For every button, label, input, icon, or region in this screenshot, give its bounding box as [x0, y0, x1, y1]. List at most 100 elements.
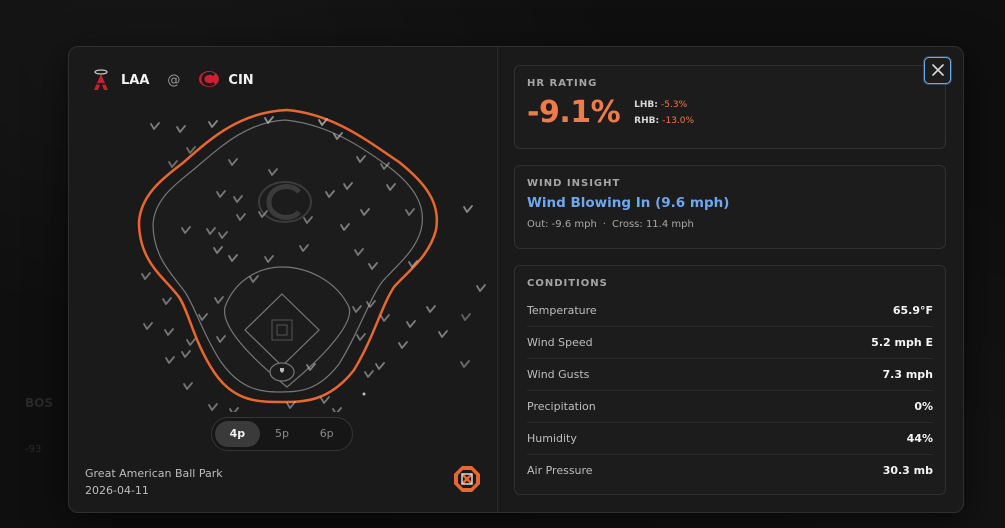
- wind-arrow: [438, 330, 448, 338]
- wind-arrow: [216, 335, 226, 343]
- wind-arrow: [208, 120, 218, 128]
- wind-arrow: [463, 205, 473, 213]
- rhb-label: RHB:: [634, 115, 660, 126]
- wind-arrow: [186, 146, 196, 154]
- game-date: 2026-04-11: [85, 484, 149, 497]
- condition-label: Precipitation: [527, 400, 596, 413]
- wind-arrow: [325, 190, 335, 198]
- wind-arrow: [356, 155, 366, 163]
- wind-arrow: [356, 333, 366, 341]
- brand-logo-icon: [453, 465, 481, 493]
- condition-value: 0%: [914, 400, 933, 413]
- matchup-header: LAA @ CIN: [91, 69, 254, 91]
- close-icon: [931, 61, 944, 80]
- wind-arrows: [141, 116, 486, 415]
- condition-label: Temperature: [527, 304, 597, 317]
- wind-arrow: [299, 244, 309, 252]
- wind-arrow: [360, 208, 370, 216]
- close-button[interactable]: [924, 57, 951, 84]
- condition-value: 65.9°F: [892, 304, 933, 317]
- wind-arrow: [168, 160, 178, 168]
- home-team-abbr: CIN: [228, 72, 254, 88]
- wind-arrow: [236, 213, 246, 221]
- wind-arrow: [408, 260, 418, 268]
- hr-zone-outline: [137, 108, 439, 404]
- wind-arrow: [340, 223, 350, 231]
- wind-arrow: [249, 275, 259, 283]
- time-option-5p[interactable]: 5p: [275, 427, 289, 440]
- lhb-value: -5.3%: [661, 99, 688, 110]
- wind-out: Out: -9.6 mph: [527, 219, 597, 230]
- wind-arrow: [286, 401, 296, 409]
- reds-logo: [198, 69, 220, 91]
- conditions-title: CONDITIONS: [527, 278, 608, 289]
- home-plate: [280, 368, 284, 373]
- wind-arrow: [181, 226, 191, 234]
- wind-arrow: [264, 255, 274, 263]
- wind-arrow: [264, 116, 274, 124]
- wind-arrow: [165, 356, 175, 364]
- venue-name: Great American Ball Park: [85, 467, 223, 480]
- forecast-time-toggle: 4p 5p 6p: [211, 417, 353, 451]
- wind-arrow: [216, 190, 226, 198]
- background-team-fragment: BOS: [25, 396, 53, 410]
- wind-arrow: [368, 262, 378, 270]
- condition-label: Air Pressure: [527, 464, 593, 477]
- conditions-card: CONDITIONS Temperature 65.9°F Wind Speed…: [514, 265, 946, 495]
- wind-arrow: [476, 284, 486, 292]
- wind-arrow: [143, 322, 153, 330]
- condition-value: 44%: [906, 432, 933, 445]
- wind-arrow: [306, 363, 316, 371]
- ballpark-panel: LAA @ CIN: [69, 47, 498, 512]
- reds-watermark: [258, 181, 312, 223]
- wind-arrow: [426, 305, 436, 313]
- angels-logo: [91, 69, 111, 91]
- wind-arrow: [181, 350, 191, 358]
- wind-arrow: [233, 195, 243, 203]
- hr-rating-value: -9.1%: [527, 95, 621, 130]
- wind-arrow: [364, 370, 374, 378]
- away-team-abbr: LAA: [121, 72, 150, 88]
- wind-arrow: [214, 296, 224, 304]
- venue-info: Great American Ball Park 2026-04-11: [85, 465, 223, 499]
- wind-arrow: [375, 362, 385, 370]
- hr-splits: LHB: -5.3% RHB: -13.0%: [634, 97, 694, 129]
- lhb-label: LHB:: [634, 99, 658, 110]
- wind-arrow: [164, 328, 174, 336]
- wind-arrow: [206, 227, 216, 235]
- wind-arrow: [460, 360, 470, 368]
- wind-arrow: [213, 246, 223, 254]
- wind-arrow: [343, 182, 353, 190]
- weather-modal: LAA @ CIN: [68, 46, 964, 513]
- wind-arrow: [229, 407, 239, 415]
- condition-row-wind-gusts: Wind Gusts 7.3 mph: [527, 359, 933, 391]
- outfield-wall: [152, 119, 423, 393]
- wind-headline: Wind Blowing In (9.6 mph): [527, 195, 730, 211]
- condition-row-humidity: Humidity 44%: [527, 423, 933, 455]
- wind-arrow: [352, 305, 362, 313]
- wind-arrow: [162, 297, 172, 305]
- wind-arrow: [183, 382, 193, 390]
- background-value-fragment: -93: [25, 444, 42, 455]
- time-option-4p[interactable]: 4p: [215, 421, 260, 447]
- wind-arrow: [218, 231, 228, 239]
- condition-row-air-pressure: Air Pressure 30.3 mb: [527, 455, 933, 486]
- wind-arrow: [386, 183, 396, 191]
- wind-insight-title: WIND INSIGHT: [527, 178, 621, 189]
- condition-value: 5.2 mph E: [871, 336, 933, 349]
- wind-arrow: [406, 320, 416, 328]
- wind-arrow: [354, 248, 364, 256]
- pitchers-mound: [271, 319, 293, 341]
- wind-arrow: [318, 118, 328, 126]
- wind-arrow: [398, 341, 408, 349]
- condition-label: Wind Gusts: [527, 368, 590, 381]
- hr-rating-title: HR RATING: [527, 78, 598, 89]
- wind-arrow: [258, 210, 268, 218]
- wind-arrow: [380, 314, 390, 322]
- time-option-6p[interactable]: 6p: [319, 427, 334, 440]
- condition-row-precipitation: Precipitation 0%: [527, 391, 933, 423]
- wind-arrow: [303, 216, 313, 224]
- condition-value: 7.3 mph: [882, 368, 933, 381]
- wind-arrow: [186, 338, 196, 346]
- wind-arrow: [150, 122, 160, 130]
